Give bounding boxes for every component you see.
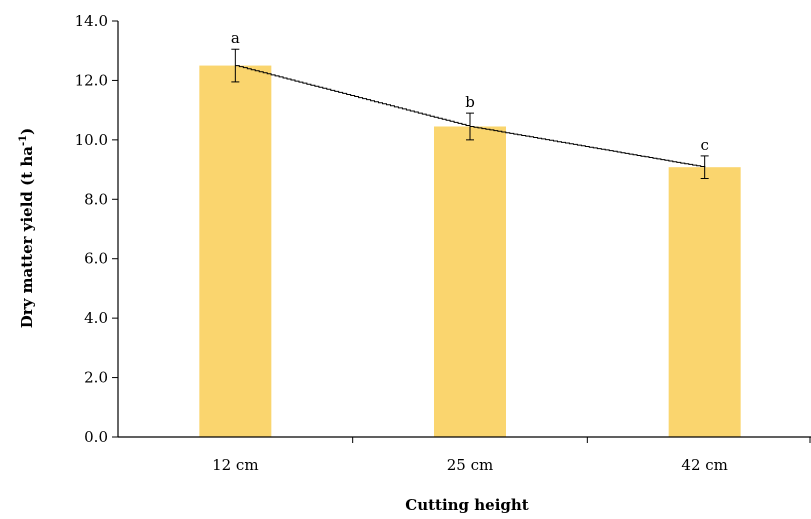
- y-tick-label-1: 2.0: [84, 369, 108, 387]
- error-bars-layer: [231, 48, 709, 179]
- x-tick-label-1: 12 cm: [212, 456, 258, 474]
- error-bar-1: [231, 48, 240, 83]
- y-axis-title-main: Dry matter yield (t ha: [18, 146, 36, 328]
- significance-letter-2: b: [465, 93, 475, 111]
- y-axis-title-close: ): [18, 128, 36, 135]
- axes-layer: [112, 20, 811, 443]
- x-tick-label-2: 25 cm: [447, 456, 493, 474]
- y-tick-label-5: 10.0: [75, 131, 108, 149]
- bars-layer: [199, 65, 741, 438]
- bar-1: [199, 65, 272, 438]
- error-bar-3: [700, 155, 709, 179]
- labels-layer: a b c 0.0 2.0 4.0 6.0 8.0 10.0 12.0 14.0 12 cm 25 cm…: [75, 12, 728, 474]
- x-tick-label-3: 42 cm: [681, 456, 727, 474]
- bar-3: [668, 167, 741, 438]
- y-tick-label-0: 0.0: [84, 428, 108, 446]
- y-axis-title: Dry matter yield (t ha-1): [18, 128, 36, 328]
- error-bar-2: [466, 112, 474, 141]
- y-tick-label-7: 14.0: [75, 12, 108, 30]
- y-axis-title-superscript: -1: [18, 135, 29, 146]
- significance-letter-1: a: [231, 29, 240, 47]
- y-tick-label-4: 8.0: [84, 190, 108, 208]
- y-tick-label-2: 4.0: [84, 309, 108, 327]
- x-axis-title: Cutting height: [405, 496, 529, 514]
- significance-letter-3: c: [700, 136, 708, 154]
- y-tick-label-3: 6.0: [84, 250, 108, 268]
- bar-2: [434, 126, 506, 437]
- y-tick-label-6: 12.0: [75, 71, 108, 89]
